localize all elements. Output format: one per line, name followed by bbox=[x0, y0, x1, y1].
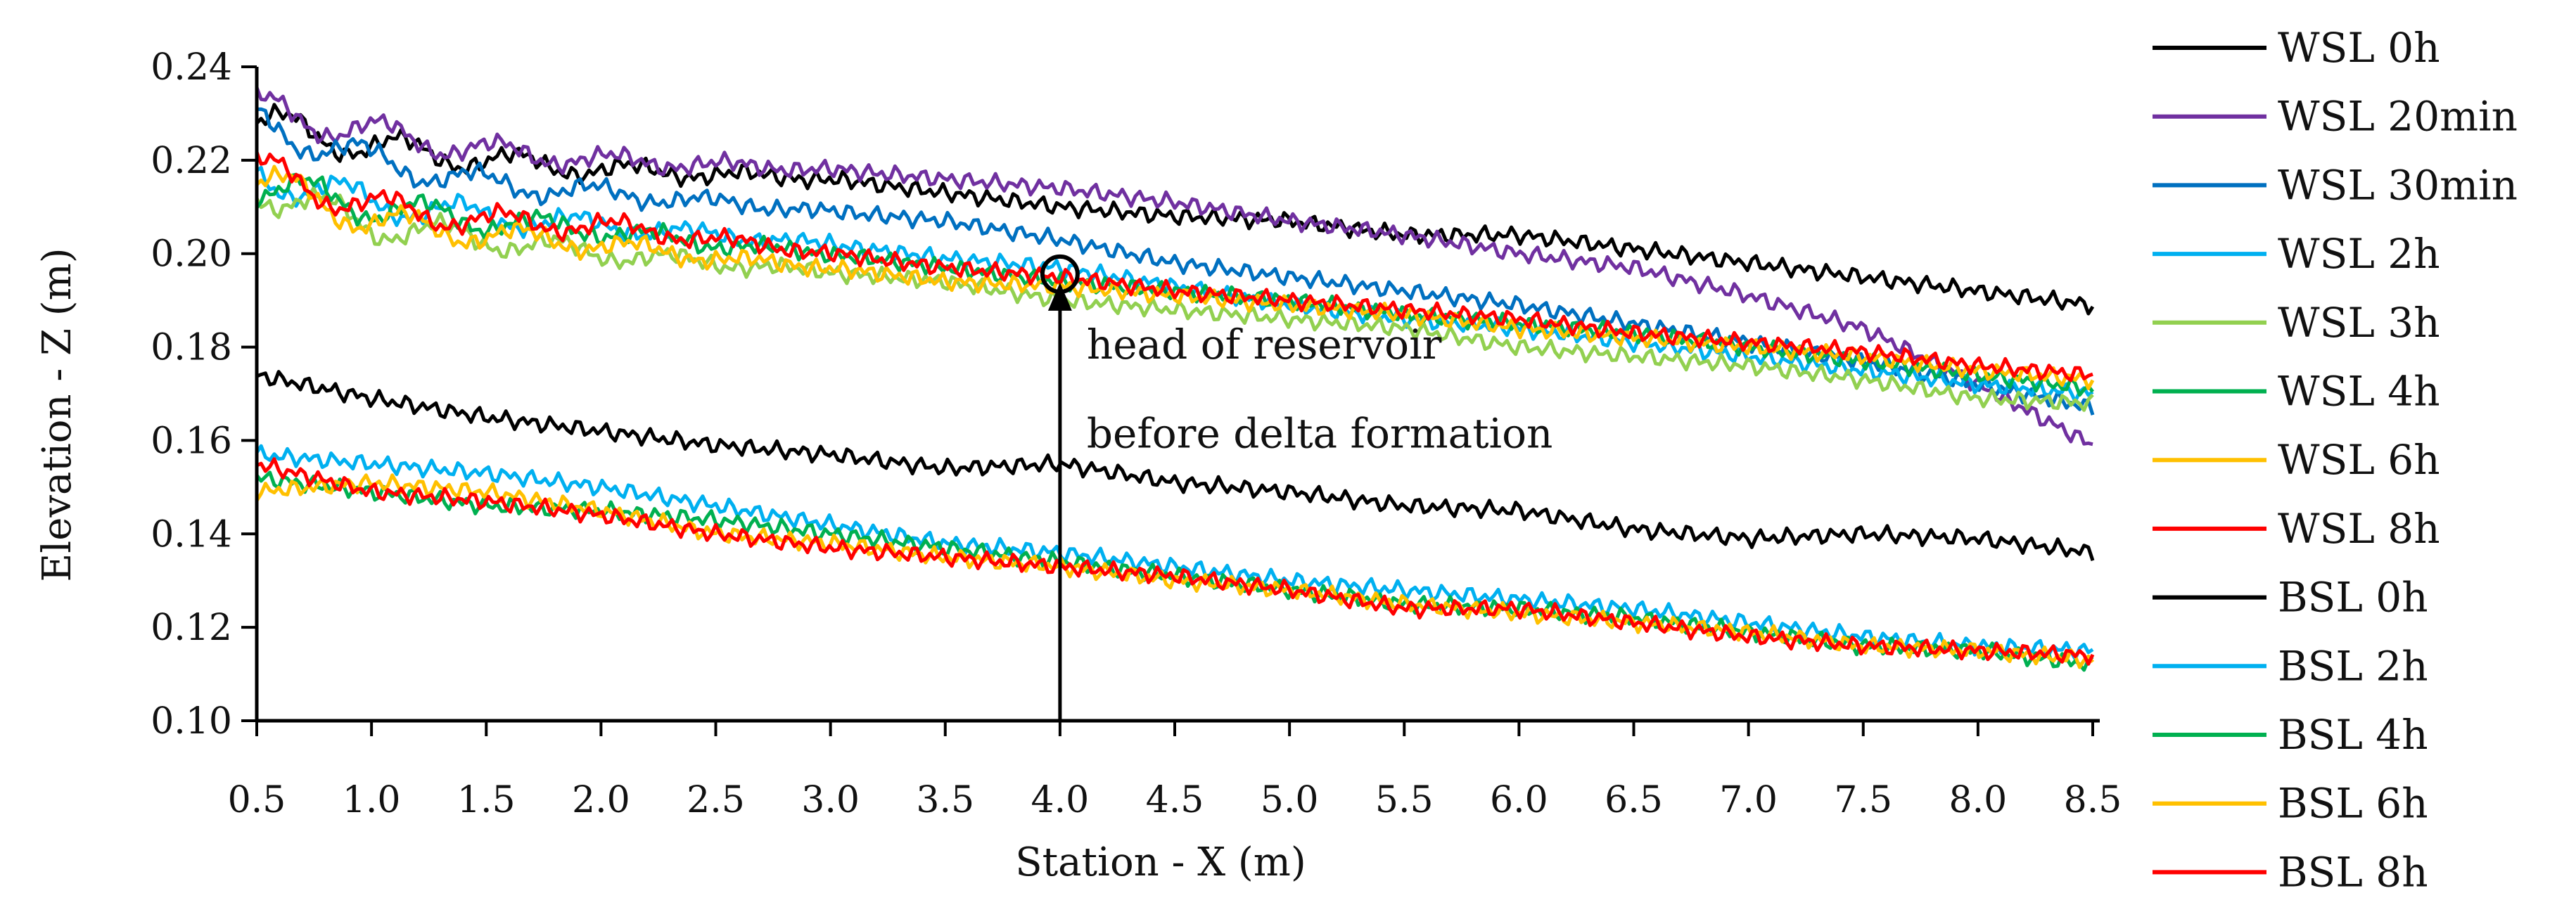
annotation-text-line-2: before delta formation bbox=[1087, 409, 1552, 457]
series-line-wsl-30min bbox=[256, 107, 2095, 416]
x-tick-label: 5.0 bbox=[1261, 779, 1319, 821]
x-tick-label: 3.5 bbox=[916, 779, 974, 821]
annotation-marker-icon bbox=[1040, 254, 1080, 294]
legend-label-wsl-6h: WSL 6h bbox=[2278, 436, 2440, 484]
x-tick-label: 1.5 bbox=[457, 779, 516, 821]
legend-label-bsl-6h: BSL 6h bbox=[2278, 780, 2428, 828]
x-tick-label: 5.5 bbox=[1375, 779, 1434, 821]
x-tick-label: 2.0 bbox=[572, 779, 630, 821]
x-tick-label: 2.5 bbox=[687, 779, 745, 821]
legend-label-bsl-0h: BSL 0h bbox=[2278, 574, 2428, 622]
series-line-wsl-8h bbox=[255, 151, 2093, 383]
legend-label-bsl-4h: BSL 4h bbox=[2278, 711, 2428, 759]
y-tick-label: 0.14 bbox=[151, 513, 232, 555]
annotation-text-line-1: head of reservoir bbox=[1087, 321, 1442, 368]
series-line-bsl-0h bbox=[256, 370, 2095, 561]
y-tick-label: 0.24 bbox=[151, 46, 232, 89]
annotation-arrow-head-icon bbox=[1047, 282, 1072, 311]
series-line-wsl-2h bbox=[255, 165, 2094, 404]
series-line-wsl-6h bbox=[255, 165, 2095, 390]
legend-label-wsl-4h: WSL 4h bbox=[2278, 368, 2440, 416]
y-tick-label: 0.18 bbox=[151, 327, 232, 369]
x-tick-label: 7.0 bbox=[1719, 779, 1778, 821]
legend-label-wsl-0h: WSL 0h bbox=[2278, 24, 2440, 72]
series-layer bbox=[255, 86, 2095, 672]
legend-label-bsl-2h: BSL 2h bbox=[2278, 642, 2428, 690]
x-tick-label: 3.0 bbox=[801, 779, 860, 821]
x-tick-label: 7.5 bbox=[1834, 779, 1892, 821]
series-line-bsl-6h bbox=[255, 473, 2094, 669]
x-tick-label: 4.0 bbox=[1031, 779, 1090, 821]
legend-label-wsl-2h: WSL 2h bbox=[2278, 230, 2440, 278]
legend: WSL 0h WSL 20min WSL 30min WSL 2h WSL 3h WSL … bbox=[2153, 24, 2518, 896]
y-tick-label: 0.22 bbox=[151, 140, 232, 182]
x-tick-label: 6.5 bbox=[1605, 779, 1663, 821]
x-tick-label: 4.5 bbox=[1146, 779, 1204, 821]
series-line-bsl-2h bbox=[255, 444, 2094, 661]
x-tick-label: 6.0 bbox=[1490, 779, 1548, 821]
legend-label-wsl-3h: WSL 3h bbox=[2278, 299, 2440, 347]
y-ticks: 0.10 0.12 0.14 0.16 0.18 0.20 0.22 0.24 bbox=[151, 46, 257, 743]
series-line-bsl-8h bbox=[255, 457, 2095, 666]
x-tick-label: 8.0 bbox=[1949, 779, 2008, 821]
x-tick-label: 8.5 bbox=[2064, 779, 2122, 821]
y-axis-title: Elevation - Z (m) bbox=[34, 248, 80, 582]
x-ticks: 0.5 1.0 1.5 2.0 2.5 3.0 3.5 4.0 4.5 5.0 5.5 6.0 6.5 7… bbox=[228, 721, 2122, 821]
legend-label-wsl-20min: WSL 20min bbox=[2278, 93, 2518, 141]
y-tick-label: 0.10 bbox=[151, 700, 232, 743]
annotation: head of reservoir before delta formation bbox=[1040, 254, 1552, 721]
series-line-wsl-20min bbox=[255, 86, 2093, 447]
x-tick-label: 1.0 bbox=[343, 779, 401, 821]
legend-label-bsl-8h: BSL 8h bbox=[2278, 848, 2428, 896]
y-tick-label: 0.12 bbox=[151, 607, 232, 649]
x-axis-title: Station - X (m) bbox=[1015, 840, 1306, 885]
y-tick-label: 0.20 bbox=[151, 233, 232, 276]
legend-label-wsl-30min: WSL 30min bbox=[2278, 161, 2518, 209]
series-line-wsl-0h bbox=[255, 103, 2095, 316]
y-tick-label: 0.16 bbox=[151, 420, 232, 462]
legend-label-wsl-8h: WSL 8h bbox=[2278, 505, 2440, 553]
x-tick-label: 0.5 bbox=[228, 779, 286, 821]
axes: 0.5 1.0 1.5 2.0 2.5 3.0 3.5 4.0 4.5 5.0 5.5 6.0 6.5 7… bbox=[151, 46, 2122, 821]
